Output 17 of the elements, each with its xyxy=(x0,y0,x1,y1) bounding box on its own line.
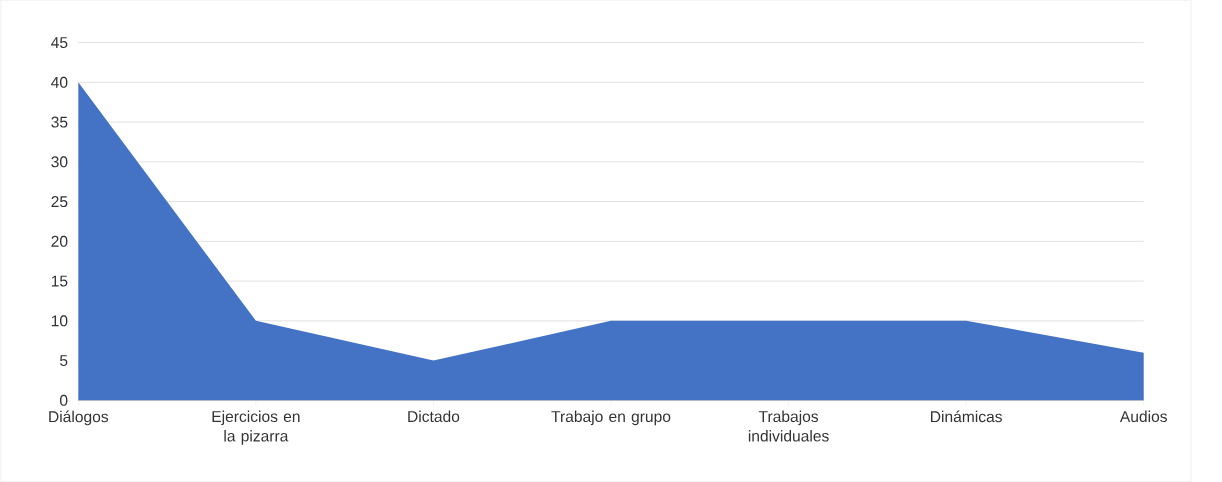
y-tick-label: 45 xyxy=(51,37,68,49)
y-tick-label: 10 xyxy=(51,315,68,327)
x-tick-label: Diálogos xyxy=(49,410,109,426)
y-tick-label: 20 xyxy=(51,235,68,247)
y-tick-label: 25 xyxy=(51,196,68,208)
x-tick-label: Ejercicios en la pizarra xyxy=(212,410,300,445)
y-tick-label: 0 xyxy=(59,394,68,406)
x-tick-label: Audios xyxy=(1119,410,1167,423)
y-tick-label: 5 xyxy=(59,355,68,367)
y-tick-label: 15 xyxy=(51,275,68,287)
y-tick-label: 35 xyxy=(51,116,68,128)
y-tick-label: 40 xyxy=(51,76,68,88)
x-tick-label: Trabajos individuales xyxy=(748,410,829,442)
y-tick-label: 30 xyxy=(51,156,68,168)
x-tick-label: Trabajo en grupo xyxy=(551,410,671,426)
x-tick-label: Dinámicas xyxy=(931,410,1002,423)
x-tick-label: Dictado xyxy=(408,410,460,423)
